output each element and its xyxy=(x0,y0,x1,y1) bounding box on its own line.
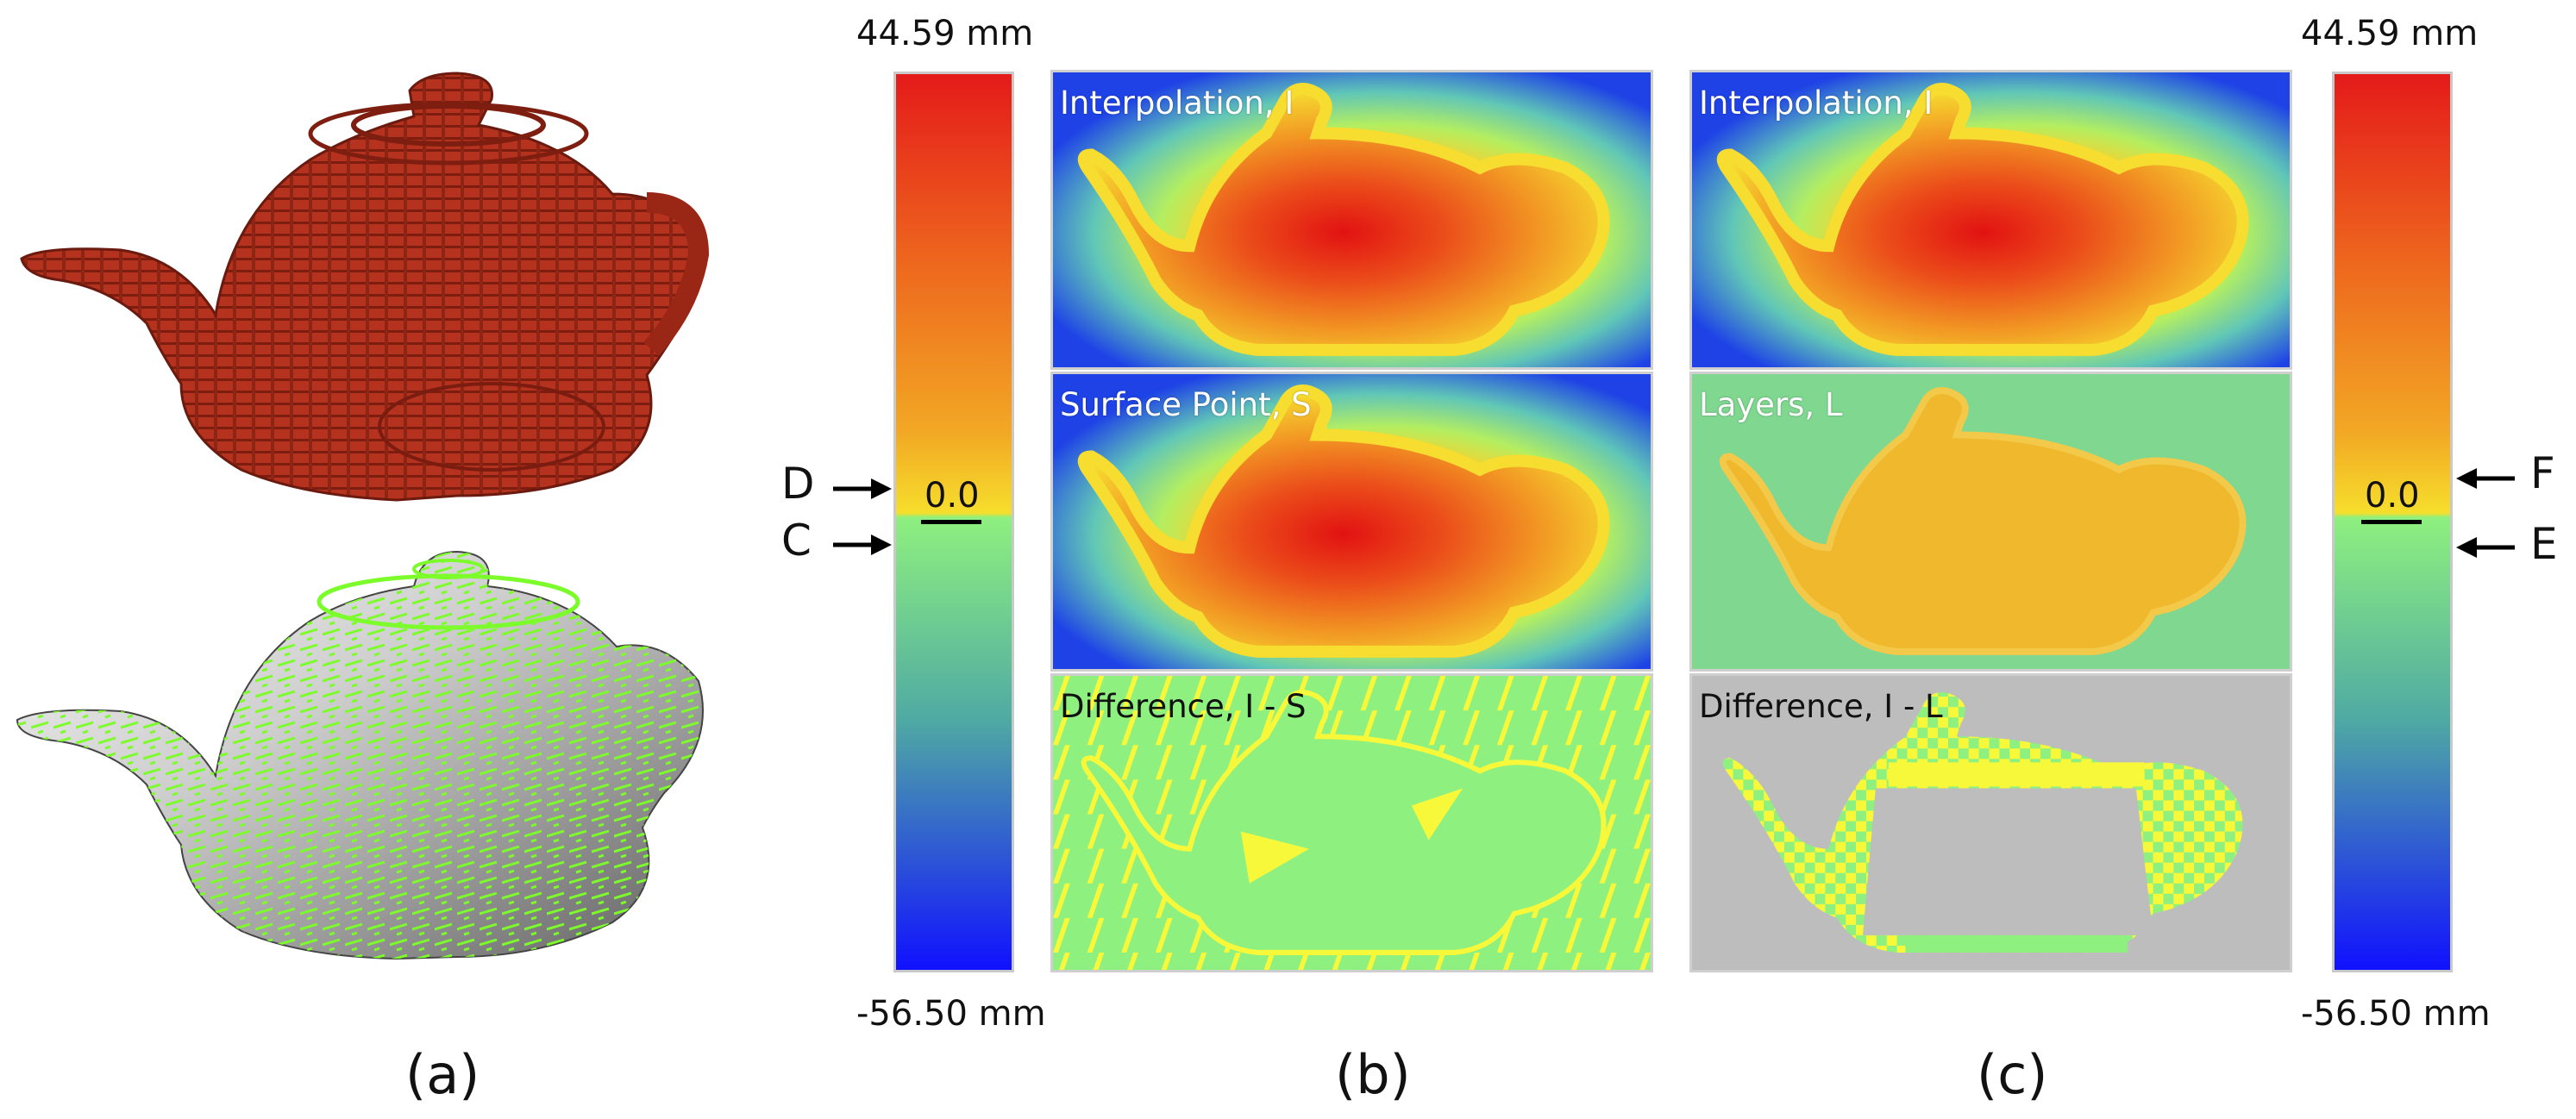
left-colorbar-zero-label: 0.0 xyxy=(924,476,980,516)
marker-e-arrow-icon xyxy=(2456,537,2515,558)
panel-b-interpolation-label: Interpolation, I xyxy=(1060,84,1294,122)
panel-c-layers: Layers, L xyxy=(1689,372,2292,672)
panel-c-layers-label: Layers, L xyxy=(1699,386,1843,423)
heatmap-c-difference xyxy=(1692,676,2290,970)
marker-e-label: E xyxy=(2530,519,2558,569)
voxel-teapot-image xyxy=(20,72,710,502)
marker-c-label: C xyxy=(781,516,812,566)
marker-c-arrow-icon xyxy=(833,534,892,555)
left-colorbar-max-label: 44.59 mm xyxy=(856,14,1034,53)
heatmap-c-layers xyxy=(1692,374,2290,669)
panel-b-surface-point-label: Surface Point, S xyxy=(1060,386,1312,423)
heatmap-c-interpolation xyxy=(1692,72,2290,367)
surface-teapot-image xyxy=(16,550,704,960)
panel-b-difference-label: Difference, I - S xyxy=(1060,688,1307,725)
panel-c-interpolation-label: Interpolation, I xyxy=(1699,84,1934,122)
right-zero-line xyxy=(2361,520,2422,524)
panel-c-difference: Difference, I - L xyxy=(1689,673,2292,972)
heatmap-b-surface-point xyxy=(1053,374,1651,669)
marker-d-arrow-icon xyxy=(833,478,892,499)
left-zero-line xyxy=(921,520,981,524)
right-colorbar-max-label: 44.59 mm xyxy=(2301,14,2479,53)
panel-c-interpolation: Interpolation, I xyxy=(1689,70,2292,370)
marker-f-arrow-icon xyxy=(2456,468,2515,489)
marker-f-label: F xyxy=(2530,448,2555,498)
right-colorbar-min-label: -56.50 mm xyxy=(2301,994,2491,1034)
right-colorbar-zero-label: 0.0 xyxy=(2365,476,2420,516)
caption-b: (b) xyxy=(1335,1043,1411,1106)
panel-c-difference-label: Difference, I - L xyxy=(1699,688,1943,725)
heatmap-b-difference xyxy=(1053,676,1651,970)
caption-a: (a) xyxy=(405,1043,480,1106)
panel-b-difference: Difference, I - S xyxy=(1050,673,1653,972)
left-colorbar-min-label: -56.50 mm xyxy=(856,994,1046,1034)
caption-c: (c) xyxy=(1977,1043,2048,1106)
heatmap-b-interpolation xyxy=(1053,72,1651,367)
marker-d-label: D xyxy=(781,459,815,509)
panel-b-interpolation: Interpolation, I xyxy=(1050,70,1653,370)
panel-b-surface-point: Surface Point, S xyxy=(1050,372,1653,672)
